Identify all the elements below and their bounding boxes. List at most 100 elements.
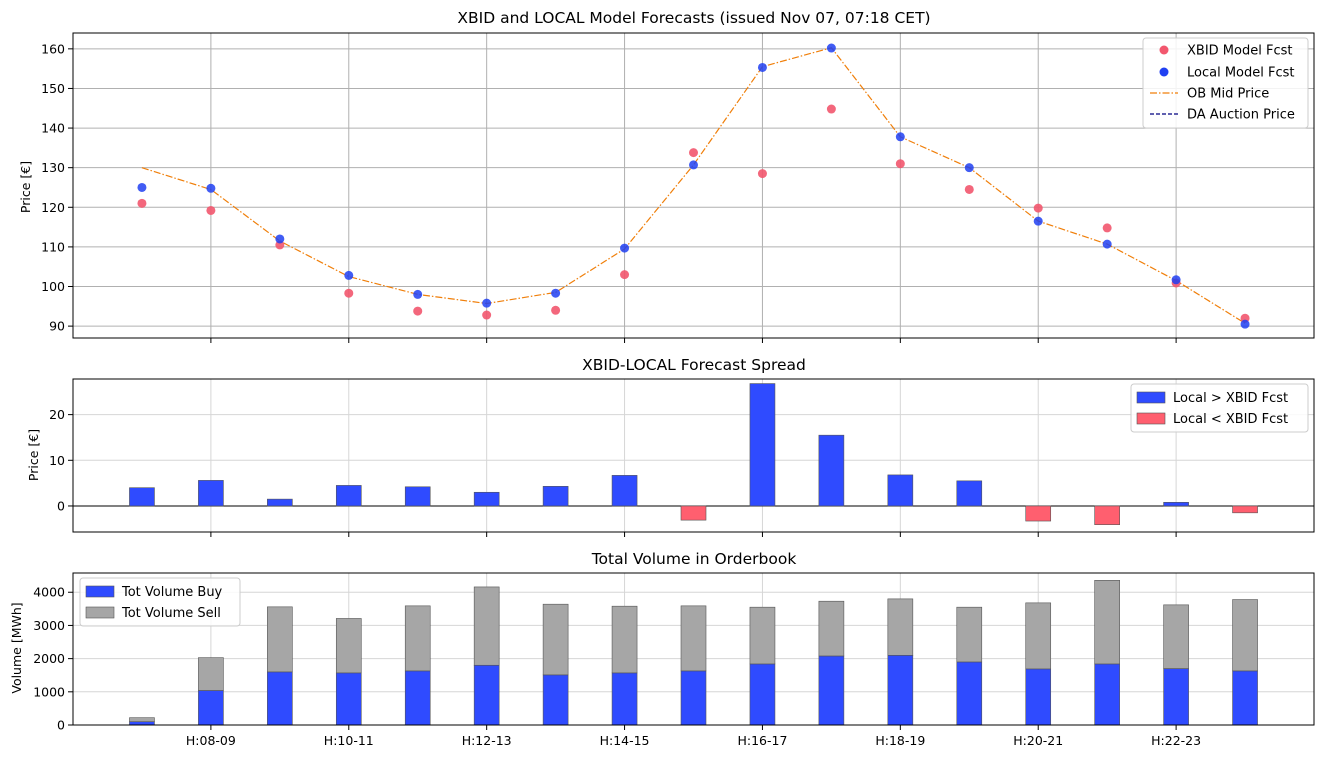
spread-bar-positive [611,475,638,507]
volume-panel-title: Total Volume in Orderbook [591,550,797,568]
local-fcst-point [895,132,905,142]
volume-sell-bar [680,605,707,672]
spread-bar-positive [335,485,362,507]
volume-sell-bar [198,657,224,691]
volume-buy-bar [1025,668,1052,726]
local-fcst-point [344,270,354,280]
volume-buy-bar [818,655,845,726]
volume-buy-bar [1094,663,1120,726]
local-fcst-point [137,182,147,192]
x-tick-label: H:08-09 [186,733,236,748]
volume-buy-bar [335,672,362,726]
xbid-fcst-point [689,148,698,158]
y-tick-label: 1000 [33,684,65,699]
legend-label: Local < XBID Fcst [1173,412,1288,427]
legend-label: DA Auction Price [1187,108,1295,123]
local-fcst-point [1033,216,1043,226]
volume-buy-bar [404,670,431,726]
local-fcst-point [413,289,423,299]
x-tick-label: H:10-11 [324,733,374,748]
spread-panel-title: XBID-LOCAL Forecast Spread [582,356,806,374]
xbid-fcst-point [895,159,905,169]
legend-marker-local [1159,67,1169,77]
volume-sell-bar [335,618,362,674]
volume-panel: Total Volume in Orderbook Volume [MWh] 0… [9,550,1315,748]
y-tick-label: 3000 [33,618,65,633]
spread-bar-positive [267,498,293,507]
y-tick-label: 90 [49,319,65,334]
x-tick-label: H:16-17 [737,733,787,748]
spread-panel: XBID-LOCAL Forecast Spread Price [€] 0 10… [26,356,1315,537]
x-tick-label: H:22-23 [1151,733,1201,748]
xbid-fcst-point [1033,203,1043,213]
plot-frame [72,32,1315,339]
volume-sell-bar [818,600,845,657]
volume-buy-bar [267,671,293,726]
forecast-legend: XBID Model Fcst Local Model Fcst OB Mid Pr… [1142,37,1309,129]
y-tick-label: 130 [41,160,65,175]
x-tick-label: H:14-15 [600,733,650,748]
volume-sell-bar [1025,602,1052,670]
local-fcst-point [275,234,285,244]
volume-sell-bar [887,598,914,656]
legend-box [1130,383,1309,433]
legend-label: Tot Volume Buy [121,585,223,600]
volume-sell-bar [611,605,638,674]
volume-sell-bar [267,606,293,673]
volume-buy-bar [542,674,569,726]
spread-bar-positive [542,486,569,507]
local-fcst-point [1240,319,1250,329]
spread-bar-positive [198,480,224,507]
volume-legend: Tot Volume Buy Tot Volume Sell [79,577,241,627]
xbid-fcst-point [1102,223,1112,233]
volume-sell-bar [473,586,500,666]
x-tick-label: H:18-19 [875,733,925,748]
volume-buy-bar [887,655,914,726]
xbid-fcst-point [964,184,974,194]
local-fcst-point [482,298,492,308]
local-fcst-point [1102,239,1112,249]
volume-buy-bar [198,690,224,726]
volume-sell-bar [749,606,776,665]
spread-bar-positive [473,491,500,507]
y-tick-label: 2000 [33,651,65,666]
xbid-fcst-point [757,169,767,179]
spread-bar-negative [1232,505,1258,514]
local-fcst-point [964,163,974,173]
spread-legend: Local > XBID Fcst Local < XBID Fcst [1130,383,1309,433]
legend-swatch-sell [85,606,115,619]
volume-sell-bar [404,605,431,672]
legend-swatch-buy [85,585,115,598]
local-fcst-point [551,288,561,298]
legend-label: Local Model Fcst [1187,66,1295,81]
spread-bar-positive [404,486,431,507]
volume-buy-bar [956,661,983,726]
xbid-fcst-point [551,305,561,315]
y-tick-label: 100 [41,279,65,294]
y-tick-label: 20 [49,407,65,422]
volume-sell-bar [1163,604,1189,669]
local-fcst-point [689,160,698,170]
xbid-fcst-point [482,310,492,320]
volume-buy-bar [473,664,500,726]
spread-bar-positive [129,487,155,507]
volume-sell-bar [956,606,983,663]
spread-bar-positive [1163,502,1189,507]
legend-box [1142,37,1309,129]
volume-buy-bar [680,670,707,726]
spread-bar-negative [1025,505,1052,522]
xbid-fcst-point [344,288,354,298]
volume-buy-bar [1163,668,1189,726]
spread-bar-positive [818,434,845,507]
local-fcst-point [826,43,836,53]
xbid-fcst-point [413,306,423,316]
y-tick-label: 150 [41,81,65,96]
legend-swatch-negative [1136,412,1166,425]
legend-label: XBID Model Fcst [1187,44,1292,59]
y-tick-label: 10 [49,453,65,468]
legend-swatch-positive [1136,391,1166,404]
volume-panel-ylabel: Volume [MWh] [9,602,24,693]
plot-frame [72,378,1315,533]
spread-bar-positive [887,474,914,507]
